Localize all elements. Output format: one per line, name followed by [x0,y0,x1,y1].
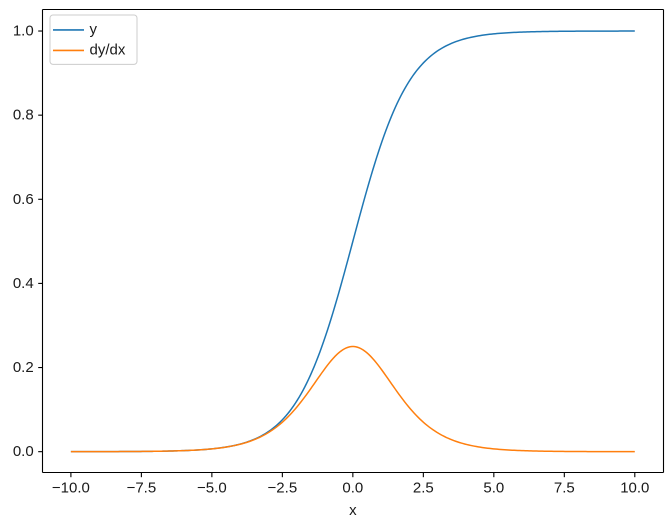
svg-text:−5.0: −5.0 [197,480,227,497]
svg-text:x: x [349,502,357,519]
svg-text:5.0: 5.0 [483,480,504,497]
svg-text:7.5: 7.5 [554,480,575,497]
svg-text:y: y [90,21,98,38]
svg-text:−7.5: −7.5 [127,480,157,497]
svg-text:dy/dx: dy/dx [90,41,126,58]
svg-text:0.2: 0.2 [13,359,34,376]
svg-text:2.5: 2.5 [413,480,434,497]
svg-text:10.0: 10.0 [620,480,649,497]
svg-text:1.0: 1.0 [13,23,34,40]
svg-text:0.8: 0.8 [13,107,34,124]
svg-text:0.4: 0.4 [13,275,34,292]
svg-text:0.6: 0.6 [13,191,34,208]
svg-text:−10.0: −10.0 [52,480,90,497]
svg-text:0.0: 0.0 [13,443,34,460]
svg-text:0.0: 0.0 [342,480,363,497]
svg-text:−2.5: −2.5 [268,480,298,497]
